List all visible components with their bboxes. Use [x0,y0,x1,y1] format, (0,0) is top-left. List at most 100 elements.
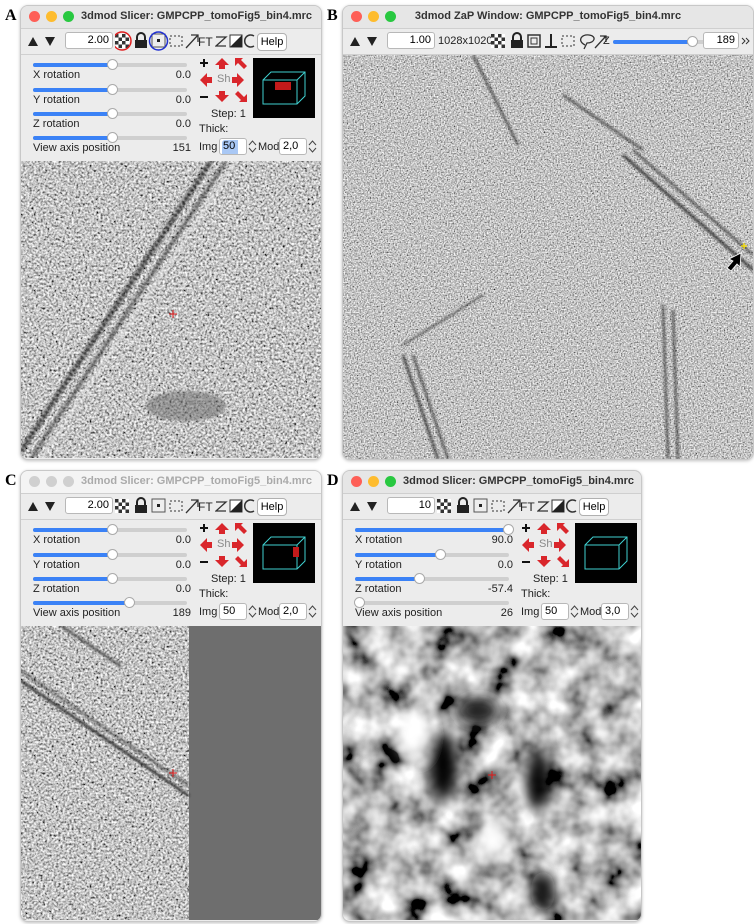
filament [472,55,519,146]
slider-knob[interactable] [503,524,514,535]
window-button[interactable] [351,476,362,487]
window-button[interactable] [46,476,57,487]
window-button[interactable] [63,11,74,22]
checker [491,44,495,48]
checker [122,509,126,513]
checker [498,44,502,48]
checker [494,44,498,48]
image-view [343,626,641,920]
window-button[interactable] [385,11,396,22]
more-chevron [741,37,750,45]
pointer-arrow [726,252,742,272]
toggle-dot [157,39,160,42]
toggle-dot [157,504,160,507]
arrow-buttons [28,502,55,511]
title-bar: 3dmod Slicer: GMPCPP_tomoFig5_bin4.mrc [343,471,641,494]
slider-fill [613,40,693,44]
slider-fill [355,577,420,581]
mod-input[interactable]: 2,0 [279,603,307,620]
checker [440,502,444,506]
checker [444,499,448,503]
checker [125,34,129,38]
filament [662,304,669,459]
zoom-input[interactable]: 1.00 [387,32,435,49]
row-value: 151 [172,142,191,154]
toolbar-icons [437,497,521,514]
slider-knob[interactable] [107,132,119,143]
arrow-icon [507,499,521,514]
window-button[interactable] [368,476,379,487]
slider-knob[interactable] [107,549,119,560]
dashed-rect [561,35,575,47]
down-arrow [367,37,377,46]
filament [401,354,440,459]
checker [122,506,126,510]
img-input[interactable]: 50 [541,603,569,620]
slider-knob[interactable] [107,84,119,95]
checker [444,506,448,510]
img-input[interactable]: 50 [219,603,247,620]
mod-input[interactable]: 3,0 [601,603,629,620]
slider-fill [355,553,442,557]
checker [118,34,122,38]
cursor-cross [169,310,177,318]
checker [122,34,126,38]
window-button[interactable] [385,476,396,487]
up-arrow [350,502,360,511]
title-bar: 3dmod Slicer: GMPCPP_tomoFig5_bin4.mrc [21,471,321,494]
checker [501,34,505,38]
slider-knob[interactable] [413,573,425,584]
arrow-diag-1 [235,58,247,69]
slider-knob[interactable] [107,59,119,70]
ft-button: FT [198,500,213,514]
window-button[interactable] [63,476,74,487]
checker [115,41,119,45]
help-button[interactable]: Help [579,498,609,516]
down-arrow [367,502,377,511]
arrow-diag-2 [235,91,247,102]
window-button[interactable] [351,11,362,22]
checker [118,37,122,41]
window: 3dmod ZaP Window: GMPCPP_tomoFig5_bin4.m… [342,5,754,460]
zoom-input[interactable]: 2.00 [65,32,113,49]
help-button[interactable]: Help [257,498,287,516]
rotate-icon [566,499,577,513]
density [531,871,555,911]
slider-knob[interactable] [124,597,136,608]
arrow-up [215,523,229,534]
filament [21,161,214,453]
help-button[interactable]: Help [257,33,287,51]
window-button[interactable] [29,476,40,487]
row-label: X rotation [355,534,403,546]
arrow-left [200,73,212,87]
sh-label: Sh [539,538,553,550]
slider-fill [33,528,114,532]
checker [115,34,119,38]
spin [248,140,257,153]
highlight-blue [148,31,169,51]
window-button[interactable] [46,11,57,22]
img-input[interactable]: 50 [219,138,247,155]
slider-knob[interactable] [353,597,365,608]
slider-knob[interactable] [435,549,447,560]
slider-knob[interactable] [687,36,698,47]
z-label: Z [603,35,610,47]
box-wire [262,536,306,570]
mod-label: Mod [580,606,602,618]
slider-knob[interactable] [107,108,119,119]
zoom-input[interactable]: 2.00 [65,497,113,514]
move-arrows [522,523,569,567]
slider-knob[interactable] [107,573,119,584]
window-button[interactable] [368,11,379,22]
slider-fill [33,112,114,116]
window-button[interactable] [29,11,40,22]
image-view [21,161,321,458]
slab [293,547,299,557]
zoom-input[interactable]: 10 [387,497,435,514]
plus [522,524,530,532]
z-input[interactable]: 189 [703,32,739,49]
slider-knob[interactable] [107,524,119,535]
arrow-down [215,91,229,102]
arrow-diag-1 [235,523,247,534]
mod-input[interactable]: 2,0 [279,138,307,155]
